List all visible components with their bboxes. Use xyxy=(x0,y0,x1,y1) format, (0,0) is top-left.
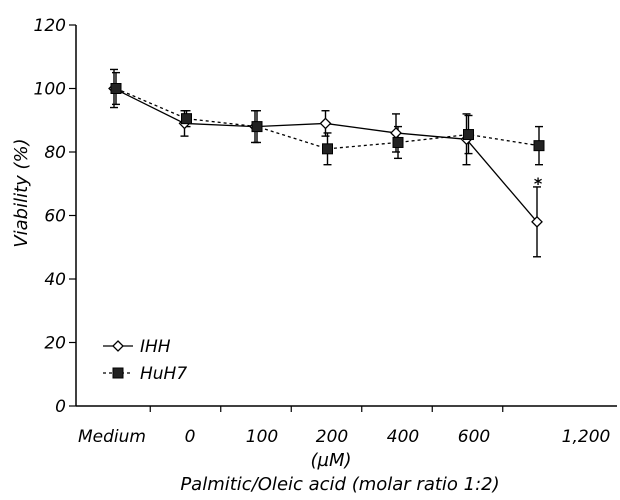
y-ticks: 0 20 40 60 80 100 120 xyxy=(34,16,76,417)
y-tick-label: 0 xyxy=(55,397,66,417)
legend-item-ihh: IHH xyxy=(103,337,171,357)
x-tick-label: Medium xyxy=(78,427,146,447)
legend-marker-huh7 xyxy=(112,367,124,379)
markers xyxy=(108,82,545,228)
legend-label-ihh: IHH xyxy=(140,337,171,357)
data-point-huh7 xyxy=(392,136,404,148)
y-tick-label: 60 xyxy=(44,207,66,227)
data-point-ihh xyxy=(390,127,402,139)
y-tick-label: 40 xyxy=(44,270,66,290)
x-ticks: Medium 0 100 200 400 600 1,200 xyxy=(78,406,610,447)
x-axis-title: Palmitic/Oleic acid (molar ratio 1:2) xyxy=(180,474,499,495)
data-point-huh7 xyxy=(251,121,263,133)
x-tick-label: 400 xyxy=(387,427,419,447)
series-line-ihh xyxy=(113,87,538,223)
data-point-ihh xyxy=(531,215,543,228)
data-point-huh7 xyxy=(463,129,474,141)
legend: IHH HuH7 xyxy=(103,337,187,384)
x-tick-label: 0 xyxy=(185,427,196,447)
data-point-huh7 xyxy=(533,140,545,152)
data-point-huh7 xyxy=(110,83,122,94)
annotations: * xyxy=(534,174,543,193)
x-tick-label: 1,200 xyxy=(562,427,611,447)
series-lines xyxy=(113,87,540,223)
x-tick-label: 100 xyxy=(246,427,278,447)
data-point-huh7 xyxy=(322,143,333,155)
legend-label-huh7: HuH7 xyxy=(140,364,187,384)
significance-annotation: * xyxy=(534,174,543,193)
y-tick-label: 80 xyxy=(44,143,66,163)
y-tick-label: 120 xyxy=(34,16,66,36)
data-point-huh7 xyxy=(181,113,192,125)
error-bars xyxy=(110,68,543,258)
x-tick-label: 200 xyxy=(316,427,348,447)
data-point-ihh xyxy=(319,117,332,130)
y-tick-label: 20 xyxy=(44,334,66,354)
legend-item-huh7: HuH7 xyxy=(103,364,187,384)
y-axis-title: Viability (%) xyxy=(11,138,32,247)
y-tick-label: 100 xyxy=(34,80,66,100)
x-tick-label: 600 xyxy=(458,427,490,447)
legend-marker-ihh xyxy=(112,340,124,352)
x-axis-unit: (µM) xyxy=(310,450,351,471)
